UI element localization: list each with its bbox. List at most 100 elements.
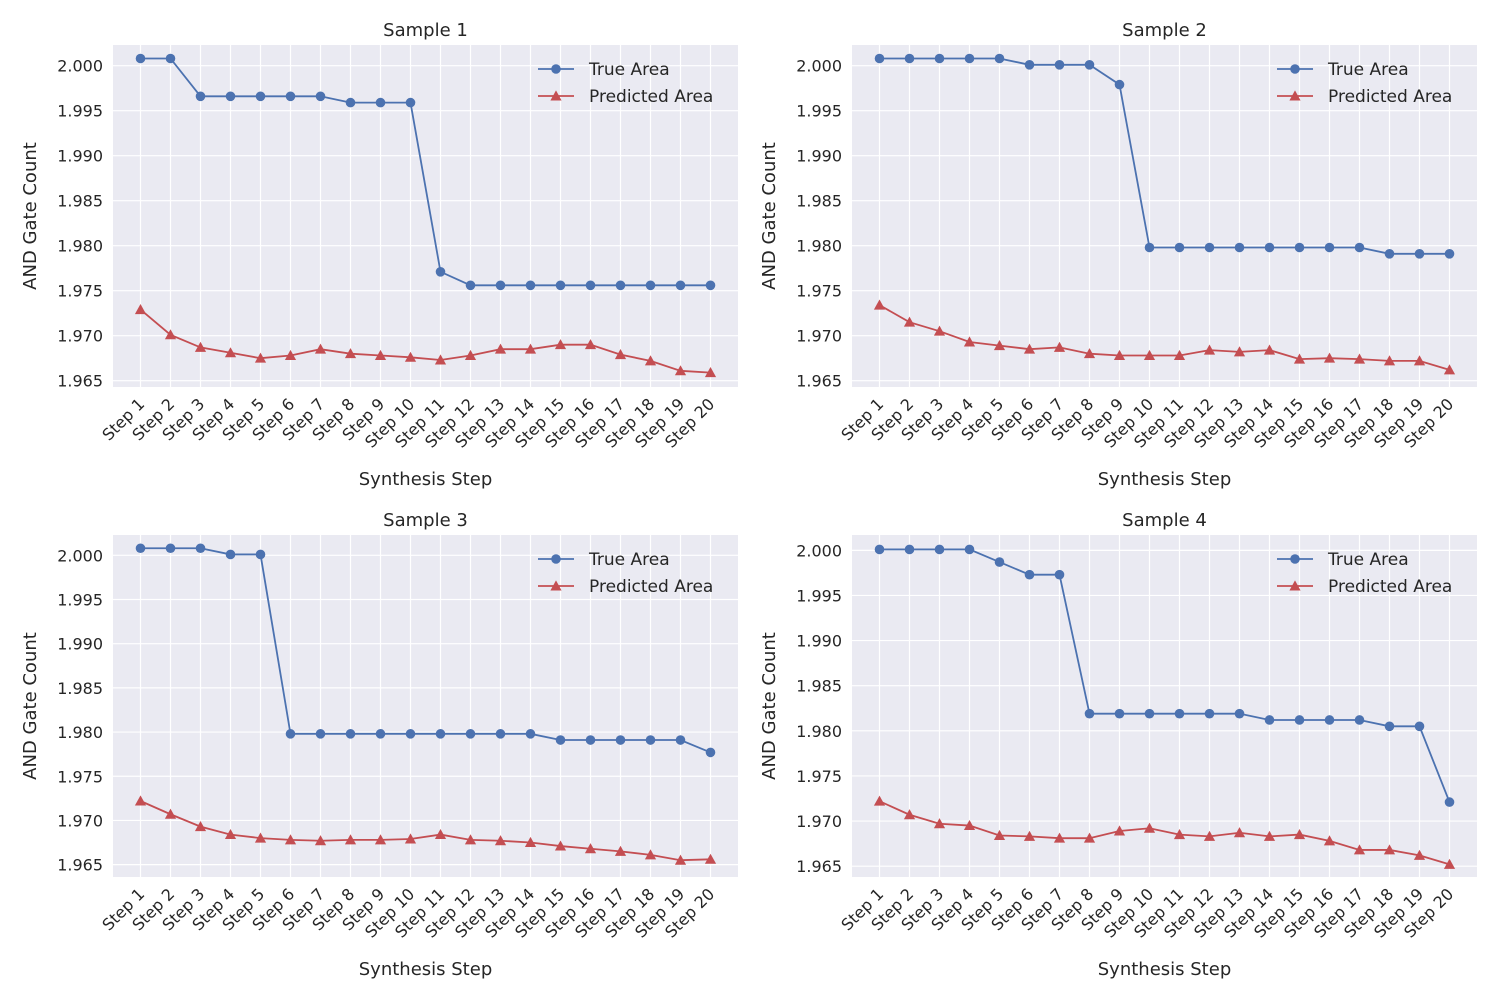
data-point <box>1054 60 1065 70</box>
series-line <box>879 548 1451 803</box>
y-tick-label: 1.980 <box>796 722 842 741</box>
y-tick-label: 1.970 <box>796 327 842 346</box>
data-point <box>1264 715 1275 725</box>
data-point <box>705 280 716 291</box>
data-point <box>404 351 417 362</box>
data-point <box>135 543 146 554</box>
legend: True Area Predicted Area <box>1277 60 1452 107</box>
y-tick-label: 1.975 <box>57 282 103 301</box>
y-tick-label: 2.000 <box>57 546 103 565</box>
data-point <box>224 347 237 358</box>
data-point <box>525 280 536 291</box>
data-point <box>465 729 476 739</box>
chart-title: Sample 3 <box>383 510 468 531</box>
data-point <box>255 549 266 560</box>
series-line <box>879 800 1450 866</box>
series-line <box>879 304 1450 371</box>
data-point <box>933 325 946 336</box>
data-point <box>1444 249 1455 259</box>
data-point <box>904 544 915 555</box>
data-point <box>464 349 477 360</box>
legend-marker <box>1290 554 1300 564</box>
data-point <box>1293 828 1306 840</box>
y-tick-label: 1.985 <box>796 677 842 696</box>
data-point <box>1323 835 1336 846</box>
data-point <box>1204 708 1215 719</box>
data-point <box>405 97 416 108</box>
x-axis-label: Synthesis Step <box>359 469 493 490</box>
grid <box>852 535 1477 877</box>
y-axis-label: AND Gate Count <box>20 142 41 290</box>
data-point <box>1203 344 1216 355</box>
y-tick-label: 1.970 <box>57 327 103 346</box>
y-tick-label: 1.995 <box>57 591 103 610</box>
data-point <box>315 91 326 102</box>
data-point <box>195 543 206 554</box>
x-axis-label: Synthesis Step <box>359 959 493 980</box>
y-tick-label: 1.970 <box>796 812 842 831</box>
data-point <box>1354 242 1365 253</box>
y-tick-label: 1.980 <box>796 237 842 256</box>
series-line <box>140 800 711 862</box>
data-point <box>194 821 207 832</box>
data-point <box>1024 60 1035 70</box>
data-point <box>195 91 206 102</box>
series-predicted-area <box>134 795 717 865</box>
data-point <box>404 833 417 844</box>
data-point <box>584 843 597 854</box>
data-point <box>285 729 296 739</box>
data-point <box>674 854 687 865</box>
data-point <box>554 840 567 851</box>
data-point <box>704 367 717 378</box>
data-point <box>1234 242 1245 253</box>
data-point <box>284 349 297 360</box>
y-tick-label: 1.985 <box>796 192 842 211</box>
data-point <box>285 91 296 102</box>
series-line <box>879 57 1450 255</box>
data-point <box>644 849 657 860</box>
data-point <box>194 341 207 352</box>
series-true-area <box>874 544 1455 807</box>
data-point <box>314 343 327 354</box>
data-point <box>465 280 476 291</box>
data-point <box>1144 708 1155 719</box>
data-point <box>1204 242 1215 253</box>
data-point <box>524 836 537 848</box>
data-point <box>964 53 975 64</box>
legend-marker <box>1290 64 1300 74</box>
plot-area <box>113 45 738 387</box>
data-point <box>1113 825 1126 836</box>
data-point <box>284 834 297 845</box>
data-point <box>1353 353 1366 364</box>
y-axis-label: AND Gate Count <box>20 632 41 780</box>
legend-label: Predicted Area <box>1328 87 1452 107</box>
chart-panel-1: 1.965 1.970 1.975 1.980 1.985 1.990 1.995 2.000… <box>20 20 738 490</box>
data-point <box>1113 349 1126 360</box>
data-point <box>495 729 506 739</box>
chart-panel-4: 1.965 1.970 1.975 1.980 1.985 1.990 1.995 2.000… <box>759 510 1477 980</box>
data-point <box>1414 249 1425 259</box>
data-point <box>1413 849 1426 860</box>
series-line <box>140 547 711 754</box>
data-point <box>1114 708 1125 719</box>
data-point <box>705 747 716 758</box>
data-point <box>254 832 267 843</box>
legend-label: True Area <box>1327 550 1409 570</box>
data-point <box>873 299 886 310</box>
data-point <box>1023 830 1036 841</box>
data-point <box>405 729 416 739</box>
chart-title: Sample 1 <box>383 20 468 41</box>
data-point <box>225 91 236 102</box>
data-point <box>344 834 357 845</box>
data-point <box>1353 844 1366 855</box>
legend-marker <box>550 90 562 101</box>
data-point <box>644 355 657 366</box>
grid <box>113 45 738 387</box>
legend-label: True Area <box>588 550 670 570</box>
data-point <box>675 280 686 291</box>
data-point <box>1173 828 1186 840</box>
data-point <box>614 845 627 856</box>
y-tick-label: 1.990 <box>57 635 103 654</box>
chart-panel-3: 1.965 1.970 1.975 1.980 1.985 1.990 1.995 2.000… <box>20 510 738 980</box>
data-point <box>1053 832 1066 843</box>
